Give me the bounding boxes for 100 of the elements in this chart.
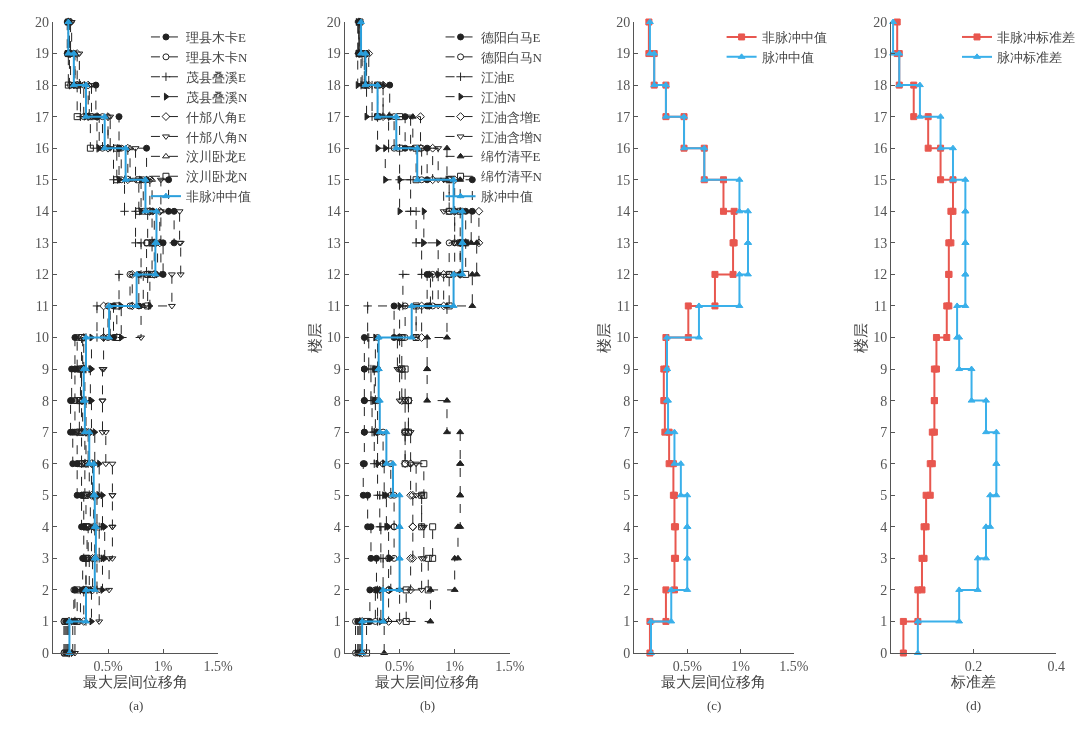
y-tick-label: 10 [873, 330, 888, 346]
legend-label: 汶川卧龙E [185, 149, 246, 165]
y-tick-label: 15 [873, 172, 888, 188]
legend-label: 非脉冲中值 [761, 30, 827, 46]
y-tick-label: 18 [35, 78, 50, 93]
y-tick-label: 8 [42, 393, 50, 409]
y-tick-label: 5 [42, 488, 50, 504]
legend-label: 什邡八角E [184, 109, 246, 125]
text: (a) [129, 698, 144, 713]
y-tick-label: 3 [42, 551, 50, 567]
x-axis-title: 标准差 [950, 673, 997, 690]
x-tick-label: 1% [153, 658, 173, 674]
y-axis-title: 楼层 [596, 322, 613, 353]
y-tick-label: 13 [326, 235, 341, 251]
y-tick-label: 11 [35, 298, 50, 314]
y-tick-label: 16 [873, 141, 888, 157]
x-axis-title: 最大层间位移角 [661, 673, 767, 690]
y-tick-label: 14 [616, 204, 631, 220]
y-tick-label: 14 [35, 204, 50, 220]
y-tick-label: 7 [623, 425, 631, 441]
y-tick-label: 15 [616, 172, 631, 188]
text: (d) [966, 698, 982, 713]
y-tick-label: 3 [333, 551, 341, 567]
x-tick-label: 0.4 [1047, 658, 1065, 674]
y-tick-label: 16 [616, 141, 631, 157]
y-tick-label: 17 [326, 109, 341, 125]
y-tick-label: 0 [333, 645, 341, 661]
y-tick-label: 8 [623, 393, 631, 409]
x-tick-label: 1% [731, 658, 751, 674]
x-tick-label: 1.5% [203, 658, 234, 674]
legend-label: 脉冲中值 [761, 49, 814, 65]
y-tick-label: 17 [616, 109, 631, 125]
x-tick-label: 1% [445, 658, 465, 674]
y-axis-title: 楼层 [853, 322, 870, 353]
x-tick-label: 1.5% [779, 658, 809, 674]
legend-label: 江油含增N [480, 129, 543, 145]
y-tick-label: 19 [873, 46, 888, 62]
y-tick-label: 16 [35, 141, 50, 157]
y-tick-label: 2 [42, 582, 50, 598]
legend-label: 脉冲中值 [480, 189, 533, 205]
y-tick-label: 11 [616, 298, 631, 314]
legend-label: 江油含增E [480, 109, 541, 125]
y-tick-label: 7 [880, 425, 888, 441]
y-tick-label: 3 [623, 551, 631, 567]
y-tick-label: 1 [42, 614, 50, 630]
y-tick-label: 6 [623, 456, 631, 472]
y-tick-label: 15 [35, 172, 50, 188]
legend-label: 德阳白马E [480, 30, 541, 46]
y-tick-label: 14 [873, 204, 888, 220]
y-tick-label: 1 [880, 614, 888, 630]
y-tick-label: 2 [333, 582, 341, 598]
y-tick-label: 9 [333, 361, 341, 377]
y-tick-label: 19 [326, 46, 341, 62]
y-tick-label: 0 [623, 645, 631, 661]
y-tick-label: 12 [326, 267, 341, 283]
y-tick-label: 8 [333, 393, 341, 409]
y-tick-label: 0 [880, 645, 888, 661]
y-tick-label: 4 [623, 519, 631, 535]
legend-label: 江油N [480, 89, 517, 105]
y-tick-label: 1 [623, 614, 631, 630]
y-tick-label: 11 [327, 298, 341, 314]
y-tick-label: 16 [326, 141, 341, 157]
y-tick-label: 13 [616, 235, 631, 251]
y-tick-label: 20 [326, 14, 341, 30]
y-axis-title: 楼层 [306, 322, 323, 353]
y-tick-label: 4 [333, 519, 341, 535]
x-axis-title: 最大层间位移角 [83, 673, 189, 690]
legend-label: 德阳白马N [480, 49, 543, 65]
legend-label: 茂县叠溪N [185, 89, 248, 105]
y-tick-label: 1 [333, 614, 341, 630]
y-tick-label: 17 [873, 109, 888, 125]
y-tick-label: 6 [42, 456, 50, 472]
text: (c) [707, 698, 722, 713]
y-tick-label: 8 [880, 393, 888, 409]
y-tick-label: 9 [880, 361, 888, 377]
y-tick-label: 20 [873, 14, 888, 30]
y-tick-label: 7 [333, 425, 341, 441]
y-tick-label: 7 [42, 425, 50, 441]
y-tick-label: 19 [616, 46, 631, 62]
x-axis-title: 最大层间位移角 [374, 673, 480, 690]
y-tick-label: 9 [623, 361, 631, 377]
y-tick-label: 11 [873, 298, 888, 314]
y-tick-label: 14 [326, 204, 341, 220]
y-tick-label: 19 [35, 46, 50, 62]
y-tick-label: 4 [880, 519, 888, 535]
y-tick-label: 3 [880, 551, 888, 567]
y-tick-label: 20 [35, 14, 50, 30]
y-tick-label: 17 [35, 109, 50, 125]
y-tick-label: 15 [326, 172, 341, 188]
legend-label: 绵竹清平E [480, 149, 541, 165]
legend-label: 理县木卡E [185, 30, 246, 46]
y-tick-label: 6 [880, 456, 888, 472]
y-tick-label: 6 [333, 456, 341, 472]
y-tick-label: 18 [326, 78, 341, 93]
legend-label: 理县木卡N [185, 49, 248, 65]
y-tick-label: 12 [873, 267, 888, 283]
y-tick-label: 2 [623, 582, 631, 598]
x-tick-label: 0.5% [672, 658, 703, 674]
y-tick-label: 5 [623, 488, 631, 504]
y-tick-label: 10 [616, 330, 631, 346]
